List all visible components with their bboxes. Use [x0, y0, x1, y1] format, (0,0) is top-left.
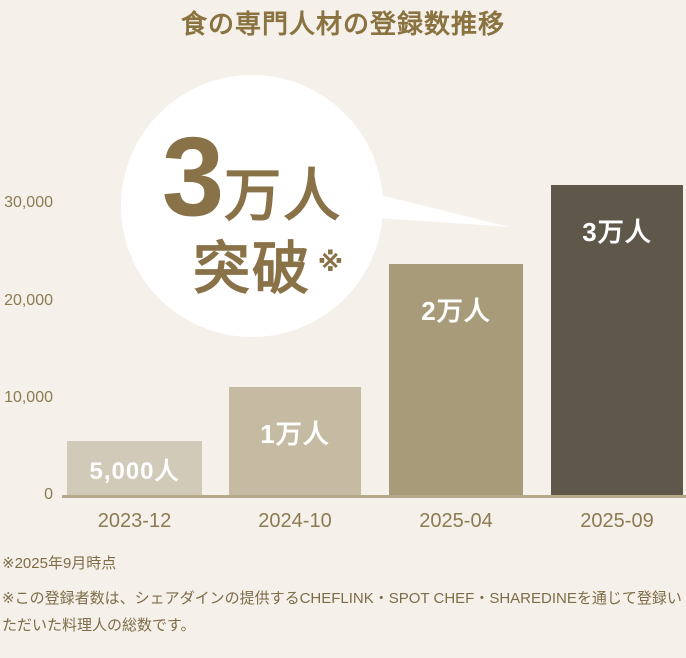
callout-line2: 突破 ※ [193, 240, 343, 298]
callout-unit: 万人 [224, 163, 343, 228]
page-title: 食の専門人材の登録数推移 [180, 9, 505, 39]
callout-big-number: 3 [161, 113, 225, 239]
footnotes: ※2025年9月時点 ※この登録者数は、シェアダインの提供するCHEFLINK・… [2, 554, 684, 639]
y-tick-0: 0 [44, 486, 53, 503]
bar-value-label: 1万人 [260, 419, 330, 449]
bar-2025-09: 3万人 [551, 185, 683, 495]
y-tick-20000: 20,000 [4, 292, 53, 309]
x-tick-2025-09: 2025-09 [580, 510, 654, 532]
bar-2024-10: 1万人 [229, 387, 361, 495]
x-tick-2023-12: 2023-12 [97, 510, 172, 532]
y-tick-10000: 10,000 [4, 389, 53, 406]
callout-bubble: 3 万人 突破 ※ [121, 75, 383, 337]
callout-asterisk-mark: ※ [317, 246, 343, 277]
x-tick-2024-10: 2024-10 [258, 510, 332, 532]
footnote-date: ※2025年9月時点 [2, 555, 117, 572]
x-axis-line [62, 495, 686, 498]
y-tick-30000: 30,000 [4, 194, 53, 211]
bar-2023-12: 5,000人 [67, 441, 202, 495]
bar-2025-04: 2万人 [389, 264, 523, 495]
bar-value-label: 2万人 [421, 296, 491, 326]
callout-line1: 3 万人 [161, 113, 343, 239]
bar-value-label: 5,000人 [89, 457, 180, 485]
x-tick-2025-04: 2025-04 [419, 510, 493, 532]
footnote-source: ※この登録者数は、シェアダインの提供するCHEFLINK・SPOT CHEF・S… [2, 590, 682, 634]
callout-breakthrough-text: 突破 [193, 236, 311, 301]
bar-value-label: 3万人 [582, 217, 652, 247]
